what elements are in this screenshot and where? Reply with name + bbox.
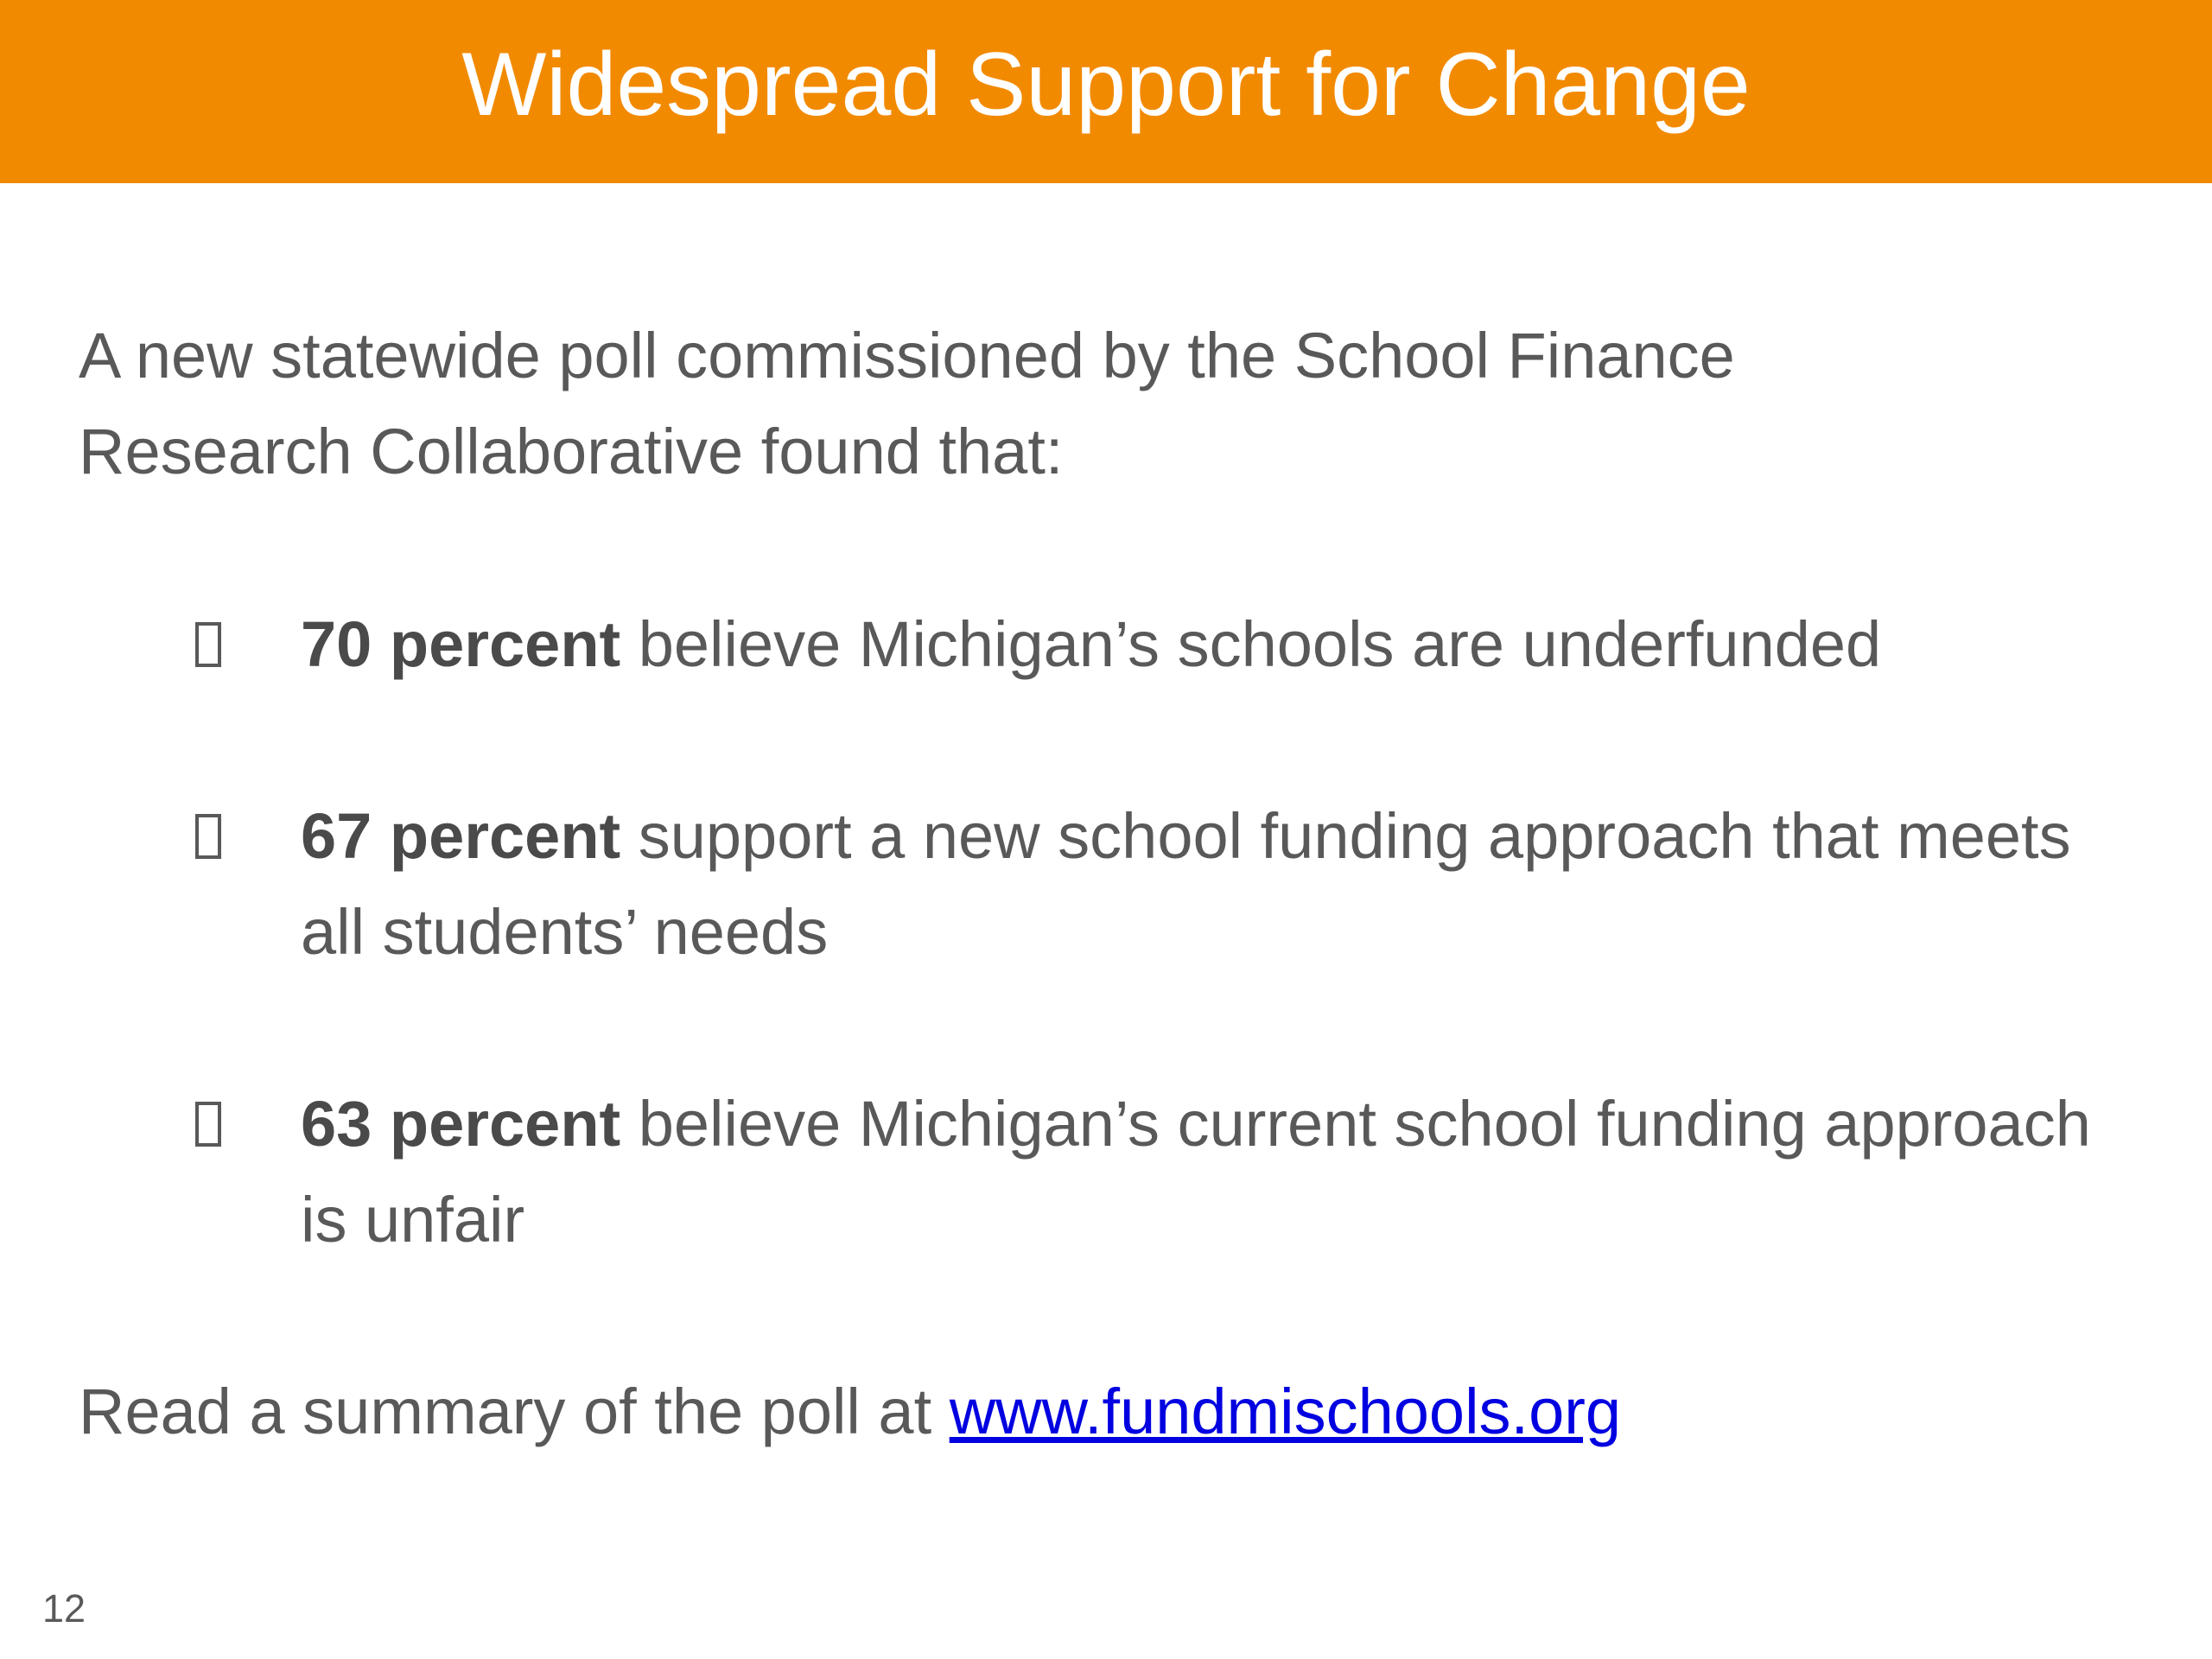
- bullet-icon: [195, 622, 221, 667]
- bullet-bold: 67 percent: [301, 800, 621, 872]
- footer-label: Read a summary of the poll at: [79, 1376, 932, 1447]
- bullet-item: 67 percent support a new school funding …: [301, 788, 2115, 980]
- page-number: 12: [42, 1586, 86, 1630]
- bullet-icon: [195, 1102, 221, 1147]
- bullet-text: support a new school funding approach th…: [301, 800, 2071, 968]
- bullet-text: believe Michigan’s schools are underfund…: [638, 608, 1882, 680]
- bullet-item: 63 percent believe Michigan’s current sc…: [301, 1076, 2115, 1268]
- bullet-bold: 63 percent: [301, 1088, 621, 1160]
- bullet-bold: 70 percent: [301, 608, 621, 680]
- bullet-item: 70 percent believe Michigan’s schools ar…: [301, 596, 2115, 692]
- header-bar: Widespread Support for Change: [0, 0, 2212, 183]
- bullet-text: believe Michigan’s current school fundin…: [301, 1088, 2091, 1255]
- intro-text: A new statewide poll commissioned by the…: [79, 320, 1735, 487]
- bullet-icon: [195, 814, 221, 859]
- slide-title: Widespread Support for Change: [461, 35, 1751, 135]
- footer-link[interactable]: www.fundmischools.org: [949, 1376, 1622, 1447]
- footer-text: Read a summary of the poll at www.fundmi…: [79, 1363, 1621, 1459]
